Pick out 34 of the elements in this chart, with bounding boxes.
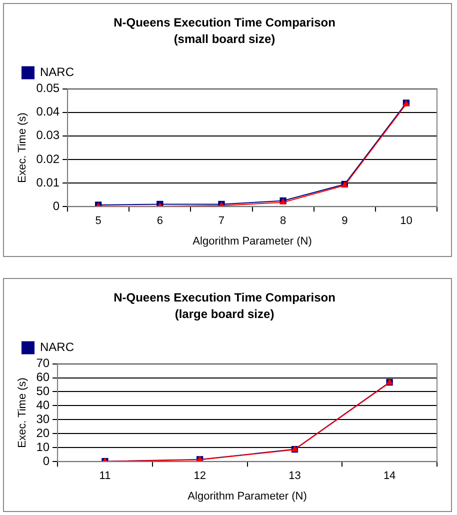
y-tick-label: 0 bbox=[42, 454, 50, 468]
chart-title: N-Queens Execution Time Comparison bbox=[114, 16, 336, 30]
y-tick-label: 0.01 bbox=[36, 175, 60, 190]
y-axis-title: Exec. Time (s) bbox=[16, 112, 29, 183]
y-tick-label: 10 bbox=[36, 440, 50, 454]
legend-label: NARC bbox=[40, 65, 74, 80]
x-axis-title: Algorithm Parameter (N) bbox=[192, 235, 312, 248]
y-tick-label: 0.04 bbox=[36, 104, 60, 119]
y-tick-label: 60 bbox=[36, 370, 50, 384]
y-axis-title: Exec. Time (s) bbox=[16, 378, 29, 448]
chart-subtitle: (small board size) bbox=[174, 32, 276, 46]
x-tick-label: 10 bbox=[400, 215, 412, 228]
x-tick-label: 12 bbox=[194, 470, 206, 482]
legend-label: NARC bbox=[40, 340, 74, 354]
y-tick-label: 0.03 bbox=[36, 128, 60, 142]
x-axis-title: Algorithm Parameter (N) bbox=[188, 490, 307, 502]
x-tick-label: 9 bbox=[342, 215, 348, 228]
x-tick-label: 13 bbox=[288, 470, 301, 482]
x-tick-label: 11 bbox=[99, 470, 111, 482]
x-tick-label: 5 bbox=[95, 215, 102, 228]
x-tick-label: 7 bbox=[218, 215, 225, 228]
y-tick-label: 0.02 bbox=[36, 152, 60, 166]
y-tick-label: 70 bbox=[36, 356, 50, 370]
chart-title: N-Queens Execution Time Comparison bbox=[114, 290, 336, 305]
chart-subtitle: (large board size) bbox=[174, 306, 274, 321]
y-tick-label: 0.05 bbox=[36, 81, 60, 96]
x-tick-label: 6 bbox=[156, 215, 163, 228]
y-tick-label: 50 bbox=[36, 384, 50, 398]
x-tick-label: 8 bbox=[280, 215, 286, 228]
y-tick-label: 30 bbox=[36, 412, 50, 426]
y-tick-label: 0 bbox=[52, 198, 60, 213]
y-tick-label: 20 bbox=[36, 426, 50, 440]
y-tick-label: 40 bbox=[36, 398, 50, 412]
x-tick-label: 14 bbox=[383, 470, 396, 482]
